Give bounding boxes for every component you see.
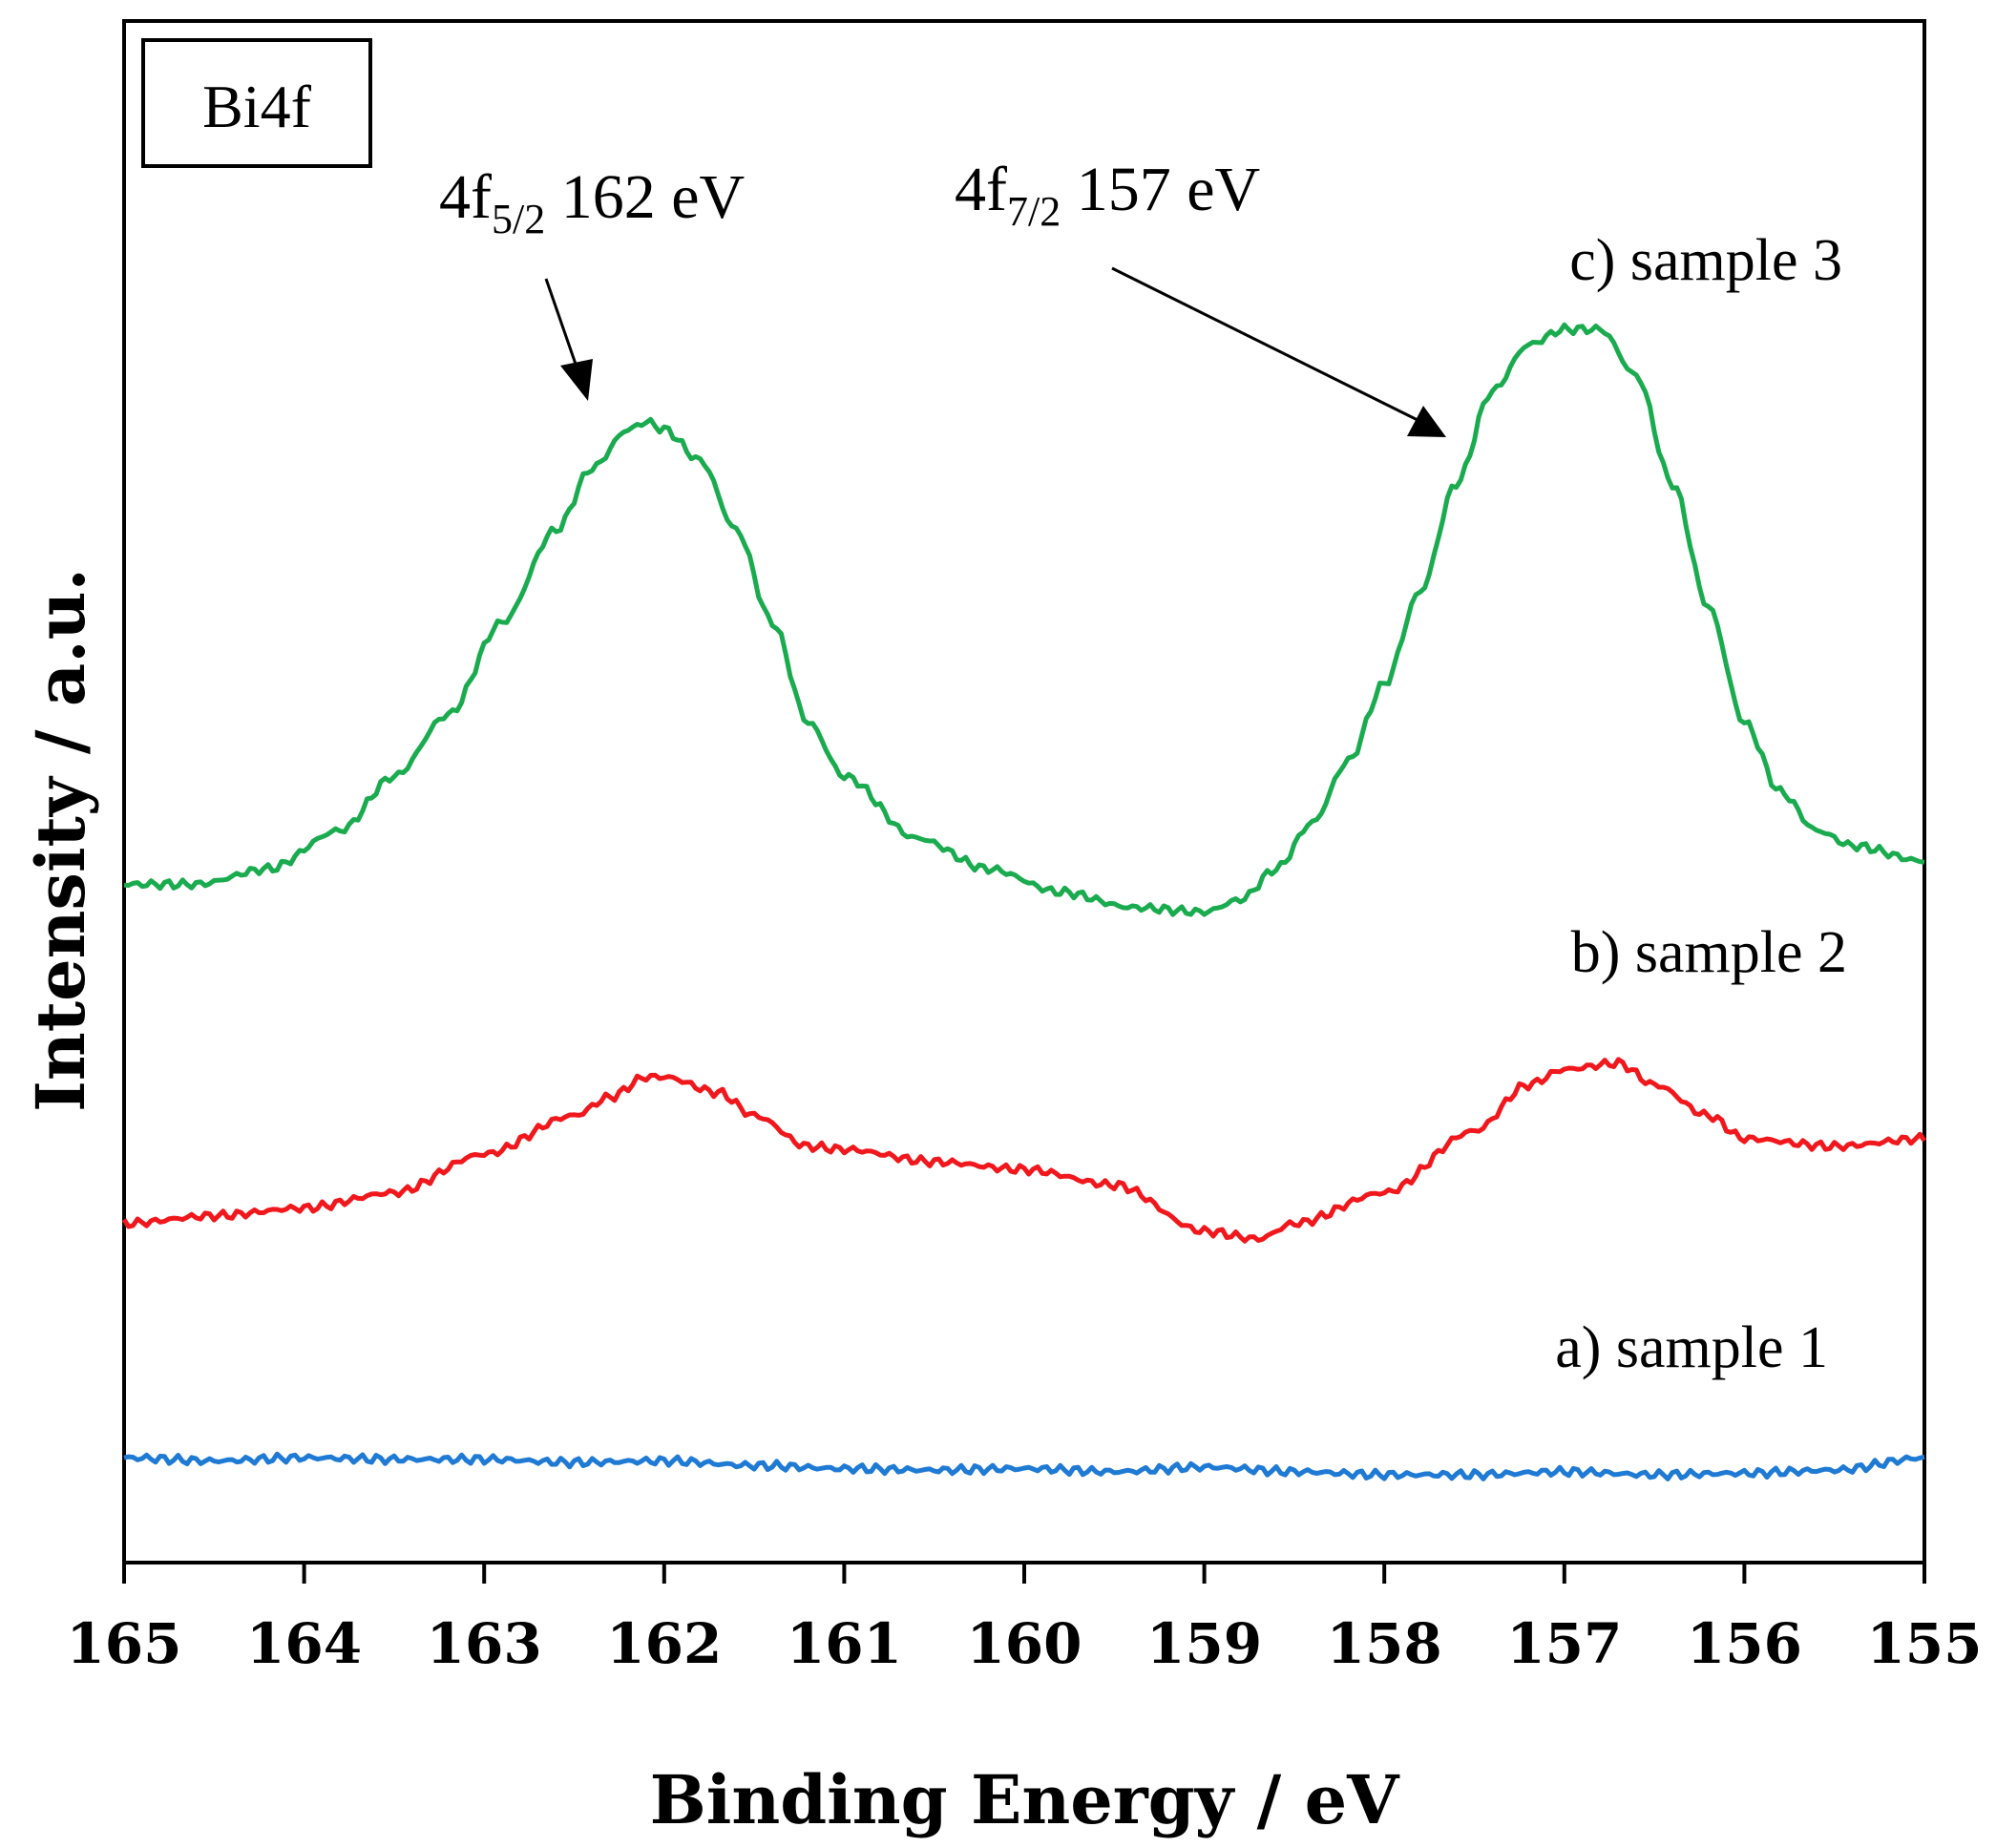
arrow-4f72-head [1407,406,1446,437]
series-label-sample-2: b) sample 2 [1571,920,1847,985]
x-tick-label-164: 164 [246,1611,362,1676]
x-tick-label-160: 160 [966,1611,1082,1676]
x-tick-label-163: 163 [427,1611,542,1676]
x-tick-label-165: 165 [66,1611,181,1676]
series-line-sample-1 [123,1451,1925,1481]
annotation-4f72-rest: 157 eV [1061,155,1260,224]
x-axis-tick-labels: 165 164 163 162 161 160 159 158 157 156 155 [66,1611,1982,1676]
x-tick-label-162: 162 [606,1611,722,1676]
annotation-4f72-main: 4f [955,155,1007,224]
y-axis-title: Intensity / a.u. [21,568,100,1112]
annotation-4f52-sub: 5/2 [492,196,545,242]
series-group [121,322,1927,1481]
x-tick-label-161: 161 [787,1611,902,1676]
x-tick-label-159: 159 [1146,1611,1262,1676]
annotation-4f72-sub: 7/2 [1007,188,1061,235]
x-axis-title: Binding Energy / eV [650,1760,1401,1839]
series-line-sample-2 [121,1057,1927,1244]
panel-label: Bi4f [202,73,311,140]
x-tick-label-158: 158 [1327,1611,1442,1676]
x-tick-label-156: 156 [1687,1611,1802,1676]
x-tick-label-155: 155 [1866,1611,1982,1676]
x-axis-ticks [122,1563,1926,1584]
annotation-4f52-main: 4f [439,162,492,232]
annotation-4f52: 4f5/2 162 eV [439,162,745,242]
annotation-4f72: 4f7/2 157 eV [955,155,1260,235]
arrow-4f52-head [560,359,593,401]
x-tick-label-157: 157 [1506,1611,1622,1676]
annotation-4f52-rest: 162 eV [545,162,745,232]
arrow-4f52-shaft [544,278,580,373]
series-label-sample-3: c) sample 3 [1569,228,1842,293]
arrow-4f72-shaft [1111,266,1418,422]
series-label-sample-1: a) sample 1 [1555,1315,1828,1380]
series-line-sample-3 [123,322,1925,917]
panel-label-box [141,38,372,168]
